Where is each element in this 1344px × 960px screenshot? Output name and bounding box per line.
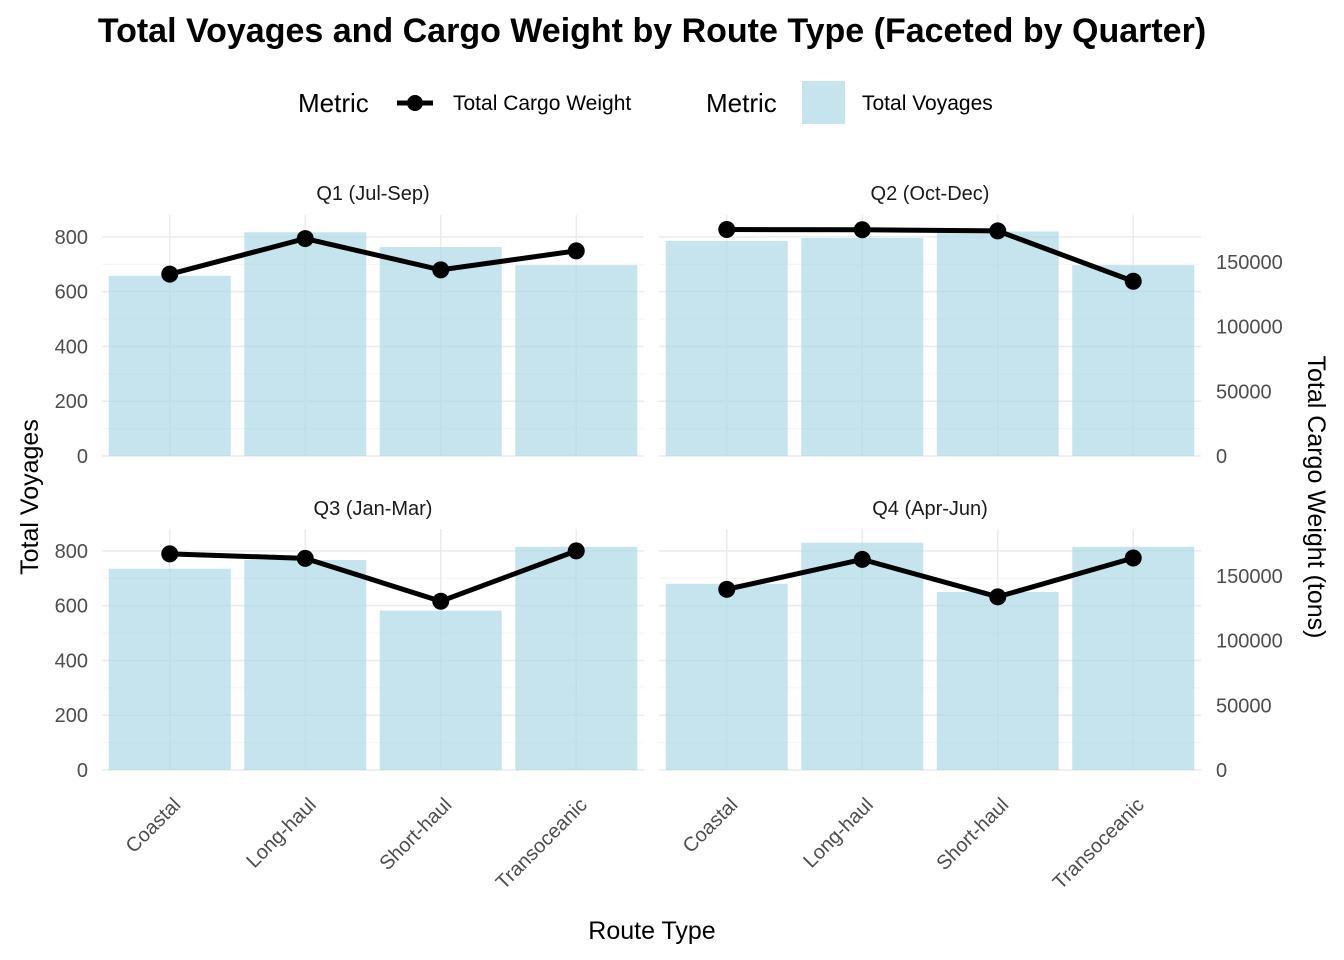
facet-strip-label: Q1 (Jul-Sep) bbox=[316, 183, 429, 205]
legend-bar-key bbox=[802, 81, 845, 124]
y-tick-label: 200 bbox=[55, 391, 88, 413]
chart-title: Total Voyages and Cargo Weight by Route … bbox=[98, 12, 1206, 50]
x-tick-label: Long-haul bbox=[242, 794, 320, 872]
x-tick-label: Short-haul bbox=[375, 794, 456, 875]
y-tick-label: 600 bbox=[55, 596, 88, 618]
facet-strip-label: Q3 (Jan-Mar) bbox=[314, 498, 433, 520]
legend-point-key bbox=[407, 95, 423, 111]
bar-transoceanic bbox=[515, 546, 638, 770]
cargo-point-short-haul bbox=[989, 222, 1007, 240]
y2-tick-label: 150000 bbox=[1216, 252, 1283, 274]
x-tick-label: Long-haul bbox=[799, 794, 877, 872]
facet-panel-3: Q3 (Jan-Mar) 0 200 400 600 800 Coastal Long-hau… bbox=[55, 498, 644, 894]
cargo-point-long-haul bbox=[296, 230, 314, 248]
x-tick-label: Coastal bbox=[679, 794, 743, 858]
y-tick-label: 600 bbox=[55, 282, 88, 304]
cargo-point-coastal bbox=[161, 545, 179, 563]
y-tick-label: 800 bbox=[55, 541, 88, 563]
x-tick-label: Coastal bbox=[122, 794, 186, 858]
cargo-point-coastal bbox=[718, 221, 736, 239]
cargo-point-coastal bbox=[718, 580, 736, 598]
legend-title-voyages: Metric bbox=[706, 88, 777, 118]
x-tick-label: Transoceanic bbox=[492, 794, 592, 894]
y-tick-label: 200 bbox=[55, 705, 88, 727]
cargo-weight-line bbox=[169, 235, 577, 277]
bar-transoceanic bbox=[515, 265, 638, 456]
y2-tick-label: 50000 bbox=[1216, 381, 1272, 403]
cargo-point-transoceanic bbox=[1124, 272, 1142, 290]
bar-long-haul bbox=[244, 232, 367, 456]
bar-transoceanic bbox=[1072, 265, 1195, 456]
cargo-weight-line bbox=[726, 227, 1135, 284]
bar-coastal bbox=[108, 568, 231, 770]
facet-panel-4: Q4 (Apr-Jun) 0 50000 100000 150000 Coastal Lon… bbox=[659, 498, 1283, 894]
facet-panel-1: Q1 (Jul-Sep) 0 200 400 600 800 bbox=[55, 183, 644, 468]
y2-tick-label: 150000 bbox=[1216, 566, 1283, 588]
y2-tick-label: 100000 bbox=[1216, 317, 1283, 339]
cargo-point-coastal bbox=[161, 265, 179, 283]
legend-label-voyages: Total Voyages bbox=[862, 92, 993, 115]
bar-short-haul bbox=[936, 231, 1059, 456]
y2-tick-label: 0 bbox=[1216, 760, 1227, 782]
cargo-point-long-haul bbox=[853, 550, 871, 568]
bar-short-haul bbox=[379, 247, 502, 456]
cargo-point-short-haul bbox=[432, 592, 450, 610]
y-tick-label: 400 bbox=[55, 650, 88, 672]
y-tick-label: 0 bbox=[77, 760, 88, 782]
facet-strip-label: Q2 (Oct-Dec) bbox=[871, 183, 990, 205]
cargo-point-transoceanic bbox=[567, 542, 585, 560]
y2-axis-title: Total Cargo Weight (tons) bbox=[1302, 356, 1330, 639]
cargo-point-short-haul bbox=[989, 588, 1007, 606]
legend-title-cargo: Metric bbox=[298, 88, 369, 118]
cargo-point-long-haul bbox=[296, 549, 314, 567]
legend-label-cargo: Total Cargo Weight bbox=[453, 92, 631, 115]
facet-panel-2: Q2 (Oct-Dec) 0 50000 100000 150000 bbox=[659, 183, 1283, 468]
bar-coastal bbox=[665, 241, 788, 456]
x-axis-title: Route Type bbox=[588, 917, 715, 945]
bar-short-haul bbox=[936, 591, 1059, 770]
cargo-weight-line bbox=[169, 548, 578, 604]
bar-long-haul bbox=[801, 238, 924, 456]
legend: Metric Total Cargo Weight Metric Total V… bbox=[298, 81, 993, 124]
bar-short-haul bbox=[379, 610, 502, 770]
cargo-point-transoceanic bbox=[1124, 549, 1142, 567]
y2-tick-label: 50000 bbox=[1216, 695, 1272, 717]
bar-coastal bbox=[108, 275, 231, 456]
bar-long-haul bbox=[801, 542, 924, 770]
bar-coastal bbox=[665, 583, 788, 770]
y-tick-label: 400 bbox=[55, 336, 88, 358]
x-tick-label: Transoceanic bbox=[1049, 794, 1149, 894]
y2-tick-label: 0 bbox=[1216, 446, 1227, 468]
y-tick-label: 800 bbox=[55, 227, 88, 249]
facet-strip-label: Q4 (Apr-Jun) bbox=[872, 498, 988, 520]
y2-tick-label: 100000 bbox=[1216, 631, 1283, 653]
x-tick-label: Short-haul bbox=[932, 794, 1013, 875]
bar-transoceanic bbox=[1072, 546, 1195, 770]
bar-long-haul bbox=[244, 559, 367, 770]
facet-panels: Q1 (Jul-Sep) 0 200 400 600 800 Q2 (Oct-Dec) 0 50… bbox=[55, 183, 1283, 894]
cargo-point-transoceanic bbox=[567, 242, 585, 260]
cargo-point-long-haul bbox=[853, 221, 871, 239]
y-tick-label: 0 bbox=[77, 446, 88, 468]
cargo-point-short-haul bbox=[432, 261, 450, 279]
y-axis-title: Total Voyages bbox=[16, 419, 44, 575]
cargo-weight-line bbox=[726, 555, 1134, 600]
